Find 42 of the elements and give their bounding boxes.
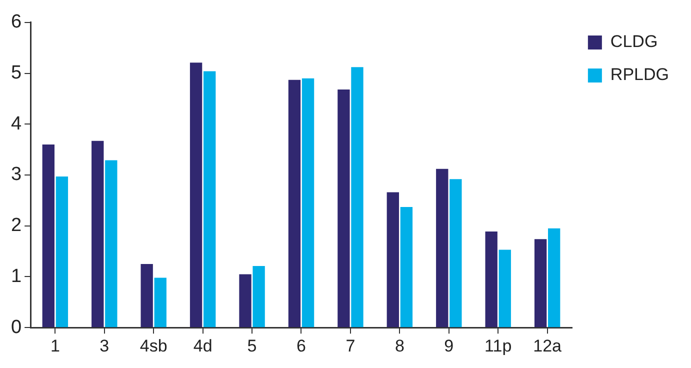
- bar: [351, 67, 364, 328]
- bar: [498, 250, 511, 328]
- bar: [92, 140, 104, 328]
- y-tick-label: 3: [10, 164, 22, 186]
- bar: [450, 179, 462, 328]
- bar: [105, 160, 118, 328]
- bar: [252, 266, 265, 328]
- bar: [338, 90, 350, 328]
- bar: [400, 207, 413, 328]
- x-tick-label: 7: [346, 336, 356, 356]
- x-tick-label: 5: [247, 336, 257, 356]
- x-tick-label: 8: [394, 336, 404, 356]
- bar: [140, 264, 153, 328]
- bar: [485, 231, 498, 328]
- x-tick-label: 1: [50, 336, 60, 356]
- y-tick-label: 2: [10, 215, 22, 236]
- y-tick-label: 5: [10, 62, 22, 84]
- bar: [56, 176, 68, 328]
- bar: [534, 239, 547, 328]
- x-tick-label: 3: [100, 336, 110, 356]
- y-tick-label: 0: [10, 316, 22, 338]
- bar: [386, 192, 399, 328]
- bar: [239, 274, 252, 328]
- x-tick-label: 11p: [484, 336, 512, 356]
- y-tick-label: 6: [10, 12, 22, 33]
- x-tick-label: 6: [296, 336, 306, 356]
- legend-label: RPLDG: [610, 65, 670, 84]
- bar: [190, 62, 202, 328]
- x-tick-label: 9: [444, 336, 454, 356]
- y-tick-label: 1: [10, 266, 22, 287]
- y-tick-label: 4: [10, 113, 22, 134]
- bar: [42, 144, 54, 328]
- x-tick-label: 4d: [193, 336, 212, 356]
- bar: [203, 71, 216, 328]
- bar: [548, 228, 560, 328]
- x-tick-label: 4sb: [140, 336, 168, 356]
- bar: [154, 278, 166, 328]
- bar: [302, 78, 314, 328]
- legend-label: CLDG: [610, 32, 658, 52]
- bar: [288, 80, 301, 328]
- x-tick-label: 12a: [533, 336, 562, 356]
- bar: [436, 168, 448, 328]
